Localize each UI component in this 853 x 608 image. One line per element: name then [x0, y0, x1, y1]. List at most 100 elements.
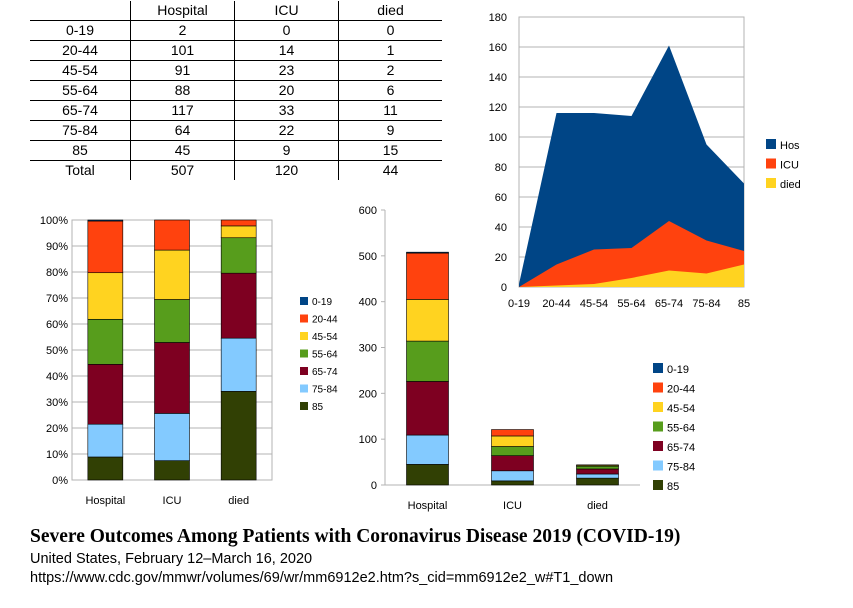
bar-segment [406, 299, 449, 342]
legend-label: ICU [780, 160, 799, 172]
table-row: 55-64 88 20 6 [30, 80, 442, 101]
table-header-cell: Hospital [130, 1, 235, 21]
bar-segment [491, 480, 534, 486]
x-tick-label: died [228, 495, 249, 507]
x-tick-label: 65-74 [655, 298, 683, 310]
bar-segment [491, 435, 534, 447]
bar-segment [87, 220, 124, 274]
bar-segment [220, 225, 257, 239]
x-tick-label: 20-44 [542, 298, 570, 310]
x-tick-label: ICU [503, 500, 522, 512]
area-chart: 0 20 40 60 80 100 120 140 160 180 0-19 20-44 45-54 55… [476, 5, 800, 325]
table-header-cell: died [338, 1, 442, 21]
bar-segment [491, 455, 534, 472]
x-tick-label: 45-54 [580, 298, 608, 310]
legend-label: 85 [667, 481, 679, 493]
area-series [519, 264, 744, 287]
table-cell: 20 [234, 80, 339, 101]
legend-swatch [653, 363, 663, 373]
table-row: 85 45 9 15 [30, 140, 442, 161]
legend-swatch [300, 349, 308, 358]
legend-label: died [780, 179, 800, 191]
table-cell: 88 [130, 80, 235, 101]
table-total-row: Total 507 120 44 [30, 160, 442, 180]
bar-segment [154, 249, 190, 300]
legend-label: 0-19 [667, 364, 689, 376]
x-tick-label: 85 [738, 298, 750, 310]
legend-swatch [766, 178, 776, 188]
y-tick-label: 140 [489, 72, 507, 84]
bar-segment [154, 413, 190, 461]
legend-swatch [653, 421, 663, 432]
table-cell: 120 [234, 160, 339, 180]
table-cell: 101 [130, 40, 235, 61]
table-cell: Total [30, 160, 131, 180]
table-row: 65-74 117 33 11 [30, 100, 442, 121]
table-row: 20-44 101 14 1 [30, 40, 442, 61]
table-cell: 9 [338, 120, 442, 141]
bar-segment [87, 219, 124, 222]
table-cell: 85 [30, 140, 131, 161]
y-tick-label: 0 [371, 480, 377, 492]
x-tick-label: Hospital [85, 495, 125, 507]
table-cell: 45-54 [30, 60, 131, 81]
legend-label: 85 [312, 402, 324, 413]
bar-segment [220, 337, 257, 392]
y-tick-label: 20% [46, 423, 68, 435]
bar-segment [406, 251, 449, 254]
y-tick-label: 40% [46, 371, 68, 383]
legend-swatch [766, 158, 776, 169]
legend-label: 55-64 [667, 423, 695, 435]
y-tick-label: 300 [359, 343, 377, 355]
bar-segment [220, 272, 257, 339]
table-cell: 1 [338, 40, 442, 61]
x-tick-label: 55-64 [617, 298, 645, 310]
table-cell: 75-84 [30, 120, 131, 141]
y-tick-label: 50% [46, 345, 68, 357]
table-cell: 2 [130, 20, 235, 41]
bar-segment [406, 464, 449, 486]
source-url[interactable]: https://www.cdc.gov/mmwr/volumes/69/wr/m… [30, 570, 614, 586]
legend-label: 75-84 [667, 462, 695, 474]
legend-label: 45-54 [667, 403, 695, 415]
table-header-cell [30, 1, 131, 21]
table-cell: 23 [234, 60, 339, 81]
bar-segment [87, 318, 124, 365]
y-tick-label: 30% [46, 397, 68, 409]
table-cell: 11 [338, 100, 442, 121]
y-tick-label: 0% [52, 475, 68, 487]
legend-label: 20-44 [667, 384, 695, 396]
legend-swatch [300, 332, 308, 340]
table-cell: 65-74 [30, 100, 131, 121]
bar-segment [406, 434, 449, 465]
bar-segment [154, 219, 190, 251]
table-cell: 0 [338, 20, 442, 41]
table-cell: 9 [234, 140, 339, 161]
y-tick-label: 120 [489, 102, 507, 114]
y-tick-label: 10% [46, 449, 68, 461]
legend-label: 0-19 [312, 297, 332, 308]
table-cell: 0 [234, 20, 339, 41]
y-tick-label: 80% [46, 267, 68, 279]
y-tick-label: 0 [501, 282, 507, 294]
table-cell: 117 [130, 100, 235, 121]
bar-segment [87, 272, 124, 320]
bar-segment [87, 364, 124, 425]
legend-swatch [300, 384, 308, 393]
y-tick-label: 400 [359, 297, 377, 309]
table-header-cell: ICU [234, 1, 339, 21]
x-tick-label: died [587, 500, 608, 512]
legend-swatch [300, 402, 308, 410]
table-header-row: Hospital ICU died [30, 1, 442, 21]
y-tick-label: 20 [495, 252, 507, 264]
bar-segment [220, 219, 257, 227]
legend-swatch [766, 139, 776, 149]
bar-segment [154, 342, 190, 414]
y-tick-label: 600 [359, 205, 377, 217]
y-tick-label: 100 [489, 132, 507, 144]
table-row: 45-54 91 23 2 [30, 60, 442, 81]
y-tick-label: 60 [495, 192, 507, 204]
bar-segment [406, 340, 449, 382]
figure-subtitle: United States, February 12–March 16, 202… [30, 551, 313, 567]
legend-swatch [653, 480, 663, 490]
